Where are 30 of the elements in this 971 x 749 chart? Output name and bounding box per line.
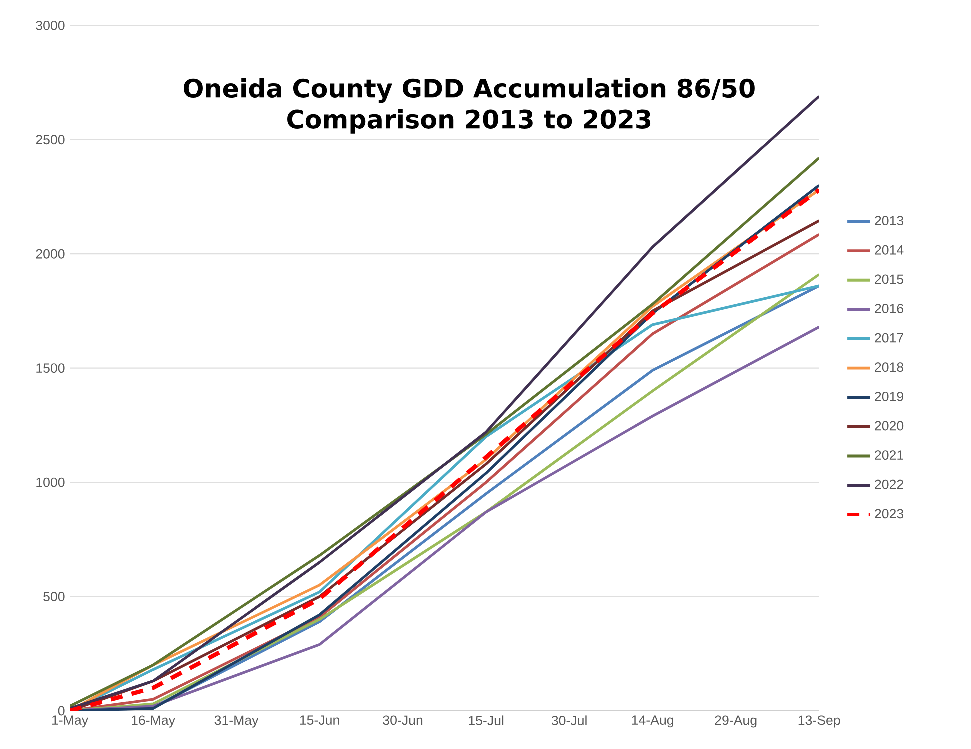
legend-label: 2014: [875, 245, 904, 255]
y-tick-label: 500: [44, 592, 65, 602]
legend-label: 2023: [875, 509, 904, 519]
x-tick-label: 29-Aug: [715, 716, 757, 728]
legend-label: 2013: [875, 216, 904, 226]
x-tick-label: 30-Jun: [383, 716, 423, 726]
x-tick-label: 30-Jul: [552, 716, 587, 726]
y-tick-label: 2500: [36, 135, 65, 145]
y-tick-label: 1500: [36, 364, 65, 374]
legend-label: 2022: [875, 480, 904, 490]
text: Oneida County GDD Accumulation 86/50: [184, 78, 755, 104]
legend-label: 2017: [875, 333, 904, 343]
y-tick-label: 1000: [36, 478, 65, 488]
legend-label: 2016: [875, 304, 904, 314]
legend-label: 2019: [875, 392, 904, 402]
x-tick-label: 1-May: [52, 716, 89, 728]
y-tick-label: 2000: [36, 249, 65, 259]
y-tick-label: 3000: [36, 20, 65, 30]
x-tick-label: 15-Jul: [469, 716, 504, 726]
x-tick-label: 15-Jun: [300, 716, 340, 725]
y-tick-label: 0: [58, 706, 65, 716]
legend-label: 2018: [875, 362, 904, 372]
x-tick-label: 14-Aug: [632, 716, 674, 728]
legend-label: 2015: [875, 274, 904, 284]
x-tick-label: 13-Sep: [798, 716, 840, 728]
x-tick-label: 16-May: [132, 716, 176, 728]
legend-label: 2021: [875, 450, 904, 460]
legend-label: 2020: [875, 421, 904, 431]
text: Comparison 2013 to 2023: [288, 109, 651, 134]
x-tick-label: 31-May: [214, 716, 259, 728]
